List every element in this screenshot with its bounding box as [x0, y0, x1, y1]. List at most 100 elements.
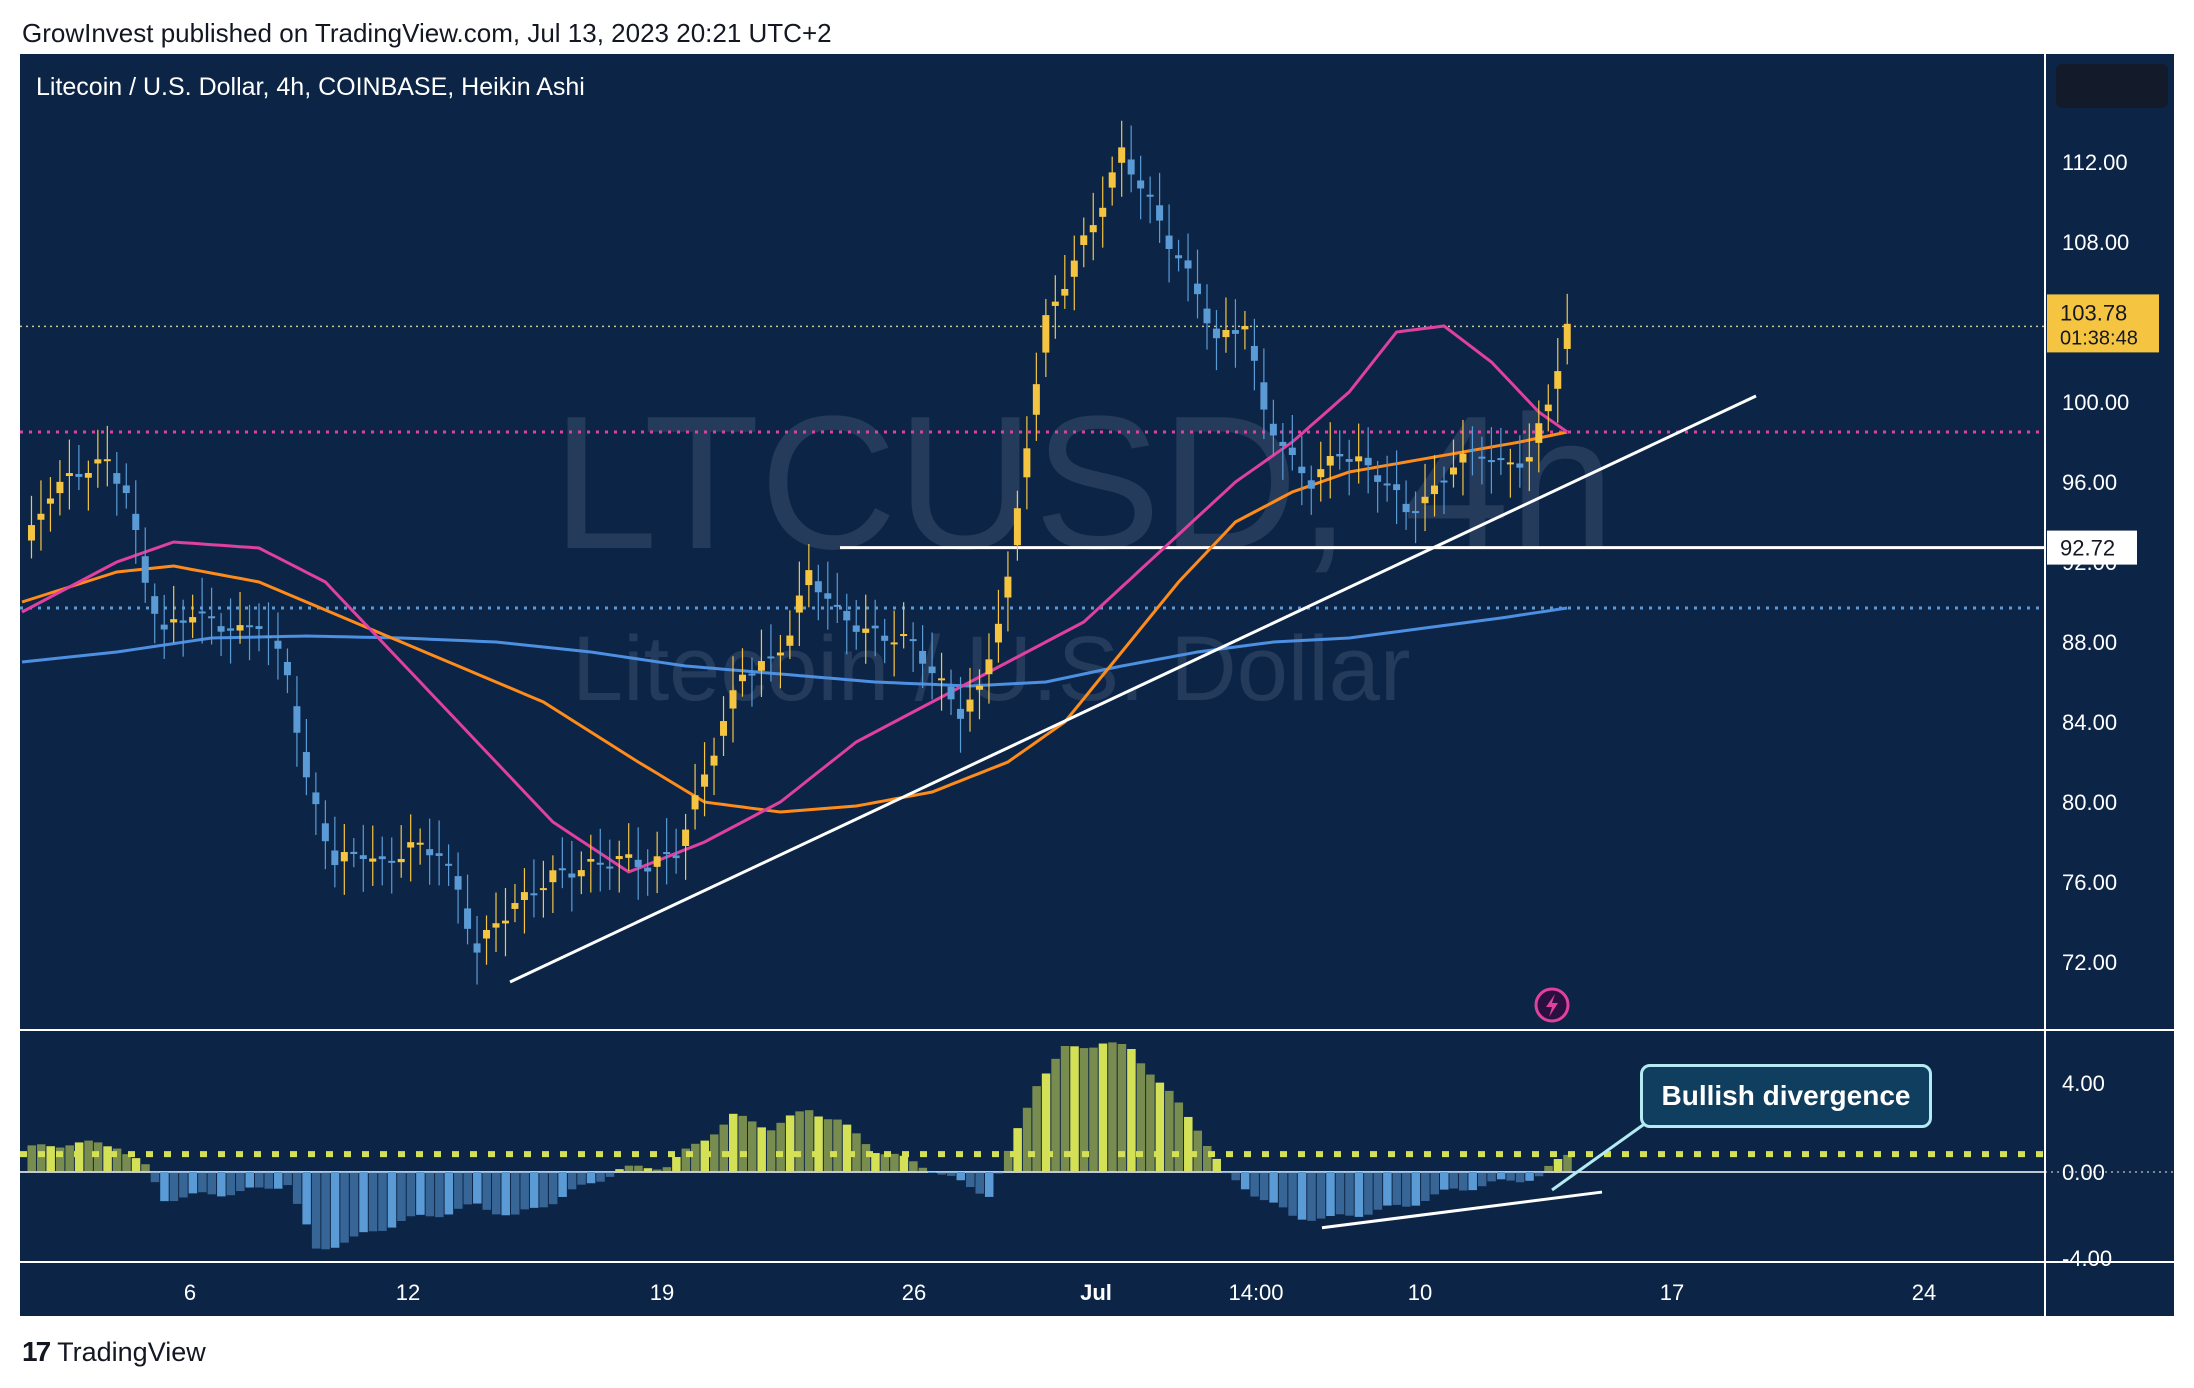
candle[interactable] [388, 837, 396, 894]
candle[interactable] [435, 820, 443, 886]
candle[interactable] [350, 838, 358, 868]
candle[interactable] [416, 828, 424, 865]
candle[interactable] [1260, 348, 1268, 440]
candle[interactable] [1004, 551, 1012, 632]
candle[interactable] [321, 800, 329, 870]
candle[interactable] [682, 813, 690, 880]
candle[interactable] [672, 828, 680, 874]
candle[interactable] [170, 585, 178, 643]
candle[interactable] [1013, 490, 1021, 561]
candle[interactable] [1288, 414, 1296, 471]
candle[interactable] [757, 629, 765, 697]
candle[interactable] [957, 676, 965, 753]
candle[interactable] [37, 480, 45, 551]
candle[interactable] [701, 742, 709, 817]
candle[interactable] [454, 852, 462, 924]
candle[interactable] [141, 527, 149, 603]
candle[interactable] [644, 849, 652, 896]
candle[interactable] [1099, 176, 1107, 248]
candle[interactable] [729, 656, 737, 743]
candle[interactable] [1298, 435, 1306, 506]
candle[interactable] [255, 603, 263, 652]
moving-average-fast[interactable] [21, 324, 1569, 874]
candle[interactable] [786, 610, 794, 660]
candle[interactable] [1516, 435, 1524, 488]
candle[interactable] [596, 828, 604, 892]
candle[interactable] [1279, 423, 1287, 480]
candle[interactable] [928, 632, 936, 700]
candle[interactable] [824, 561, 832, 630]
candle[interactable] [1383, 455, 1391, 502]
candle[interactable] [691, 763, 699, 830]
candle[interactable] [748, 657, 756, 707]
moving-average-slow[interactable] [21, 606, 1568, 688]
candle[interactable] [634, 827, 642, 900]
candle[interactable] [511, 884, 519, 923]
candle[interactable] [94, 429, 102, 488]
candle[interactable] [720, 696, 728, 756]
candle[interactable] [625, 823, 633, 871]
candle[interactable] [492, 892, 500, 952]
candle[interactable] [1070, 235, 1078, 311]
candle[interactable] [464, 874, 472, 945]
candle[interactable] [397, 825, 405, 878]
candle[interactable] [1051, 275, 1059, 339]
candle[interactable] [1212, 310, 1220, 371]
candle[interactable] [151, 583, 159, 644]
candle[interactable] [1478, 436, 1486, 485]
candle[interactable] [558, 837, 566, 889]
candle[interactable] [1554, 337, 1562, 423]
candle[interactable] [1393, 450, 1401, 525]
candle[interactable] [56, 460, 64, 516]
candle[interactable] [862, 594, 870, 664]
candle[interactable] [1137, 155, 1145, 220]
candle[interactable] [1032, 352, 1040, 441]
candle[interactable] [900, 602, 908, 649]
candle[interactable] [331, 816, 339, 888]
candle[interactable] [426, 818, 434, 885]
candle[interactable] [27, 495, 35, 559]
candle[interactable] [1269, 399, 1277, 456]
candle[interactable] [1307, 465, 1315, 515]
candle[interactable] [530, 859, 538, 918]
candle[interactable] [1184, 233, 1192, 302]
candle[interactable] [1440, 466, 1448, 515]
candle[interactable] [577, 851, 585, 895]
candle[interactable] [1127, 125, 1135, 193]
candle[interactable] [606, 839, 614, 890]
candle[interactable] [1175, 239, 1183, 272]
candle[interactable] [189, 594, 197, 639]
candle[interactable] [1563, 293, 1571, 365]
candle[interactable] [568, 840, 576, 912]
candle[interactable] [160, 594, 168, 659]
candle[interactable] [805, 543, 813, 608]
candle[interactable] [359, 824, 367, 892]
candle[interactable] [1194, 249, 1202, 319]
candle[interactable] [264, 602, 272, 666]
alert-lightning-icon[interactable] [1534, 987, 1570, 1023]
candle[interactable] [369, 825, 377, 886]
osc-trendline[interactable] [1321, 1190, 1603, 1230]
candle[interactable] [445, 844, 453, 886]
candle[interactable] [274, 612, 282, 680]
candle[interactable] [1061, 254, 1069, 309]
trendline[interactable] [509, 394, 1757, 984]
candle[interactable] [1146, 176, 1154, 224]
candle[interactable] [483, 915, 491, 965]
candle[interactable] [776, 634, 784, 689]
candle[interactable] [1468, 426, 1476, 476]
candle[interactable] [1535, 400, 1543, 473]
candle[interactable] [966, 667, 974, 732]
candle[interactable] [549, 855, 557, 914]
candle[interactable] [1497, 427, 1505, 475]
candle[interactable] [1317, 441, 1325, 502]
candle[interactable] [653, 831, 661, 894]
candle[interactable] [1326, 422, 1334, 499]
candle[interactable] [833, 572, 841, 623]
candle[interactable] [1080, 217, 1088, 268]
candle[interactable] [1156, 172, 1164, 243]
candle[interactable] [994, 589, 1002, 663]
candle[interactable] [938, 652, 946, 711]
candle[interactable] [1023, 416, 1031, 510]
candle[interactable] [587, 834, 595, 893]
